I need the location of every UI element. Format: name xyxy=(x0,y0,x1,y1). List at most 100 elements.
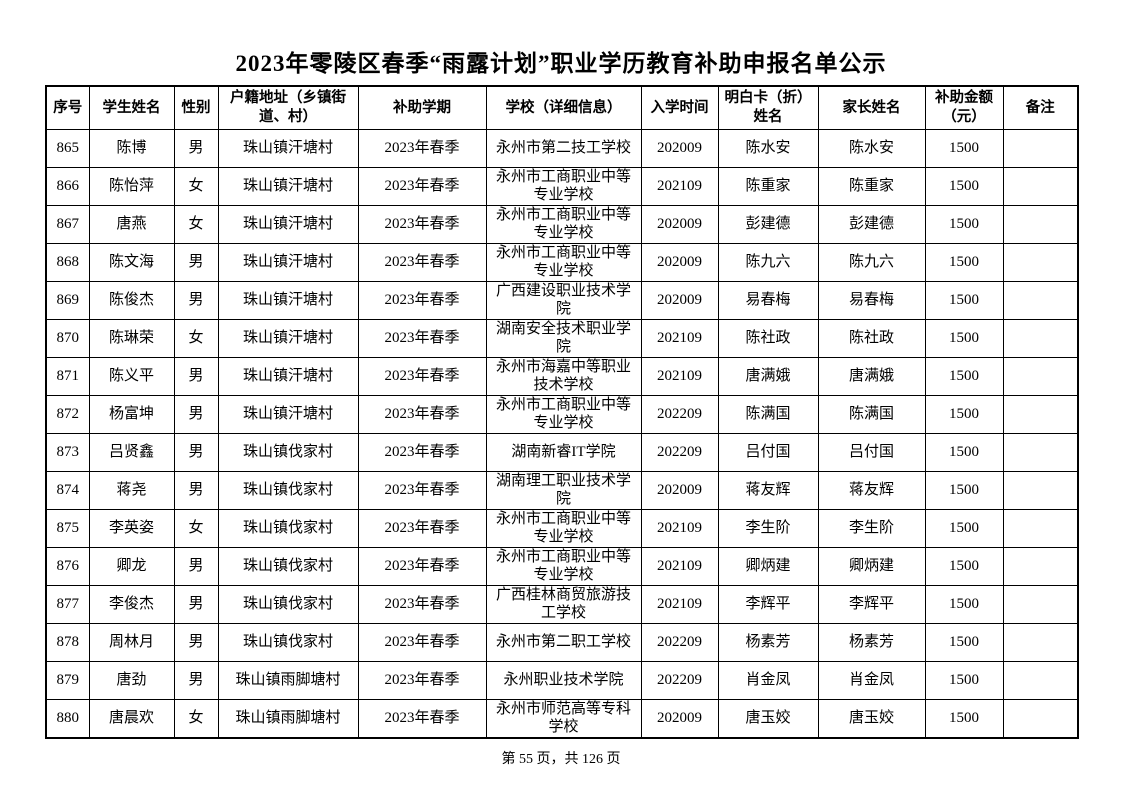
cell-household-address: 珠山镇伐家村 xyxy=(217,433,359,472)
col-remarks: 备注 xyxy=(1002,85,1079,130)
cell-serial: 867 xyxy=(45,205,90,244)
cell-gender: 男 xyxy=(173,243,219,282)
cell-parent-name: 易春梅 xyxy=(817,281,926,320)
cell-remarks xyxy=(1002,129,1079,168)
table-row: 873 吕贤鑫男珠山镇伐家村 2023年春季 湖南新睿IT学院 202209 吕付国 吕付国… xyxy=(45,433,1079,472)
cell-gender: 女 xyxy=(173,167,219,206)
subsidy-roster-table: 序号 学生姓名 性别 户籍地址（乡镇街道、村） 补助学期 学校（详细信息） 入学时间 明白卡（… xyxy=(45,85,1079,739)
cell-household-address: 珠山镇汗塘村 xyxy=(217,395,359,434)
cell-enrollment-time: 202109 xyxy=(640,547,719,586)
table-row: 869 陈俊杰男珠山镇汗塘村 2023年春季 广西建设职业技术学院 202009 易春梅易… xyxy=(45,281,1079,320)
cell-student-name: 陈怡萍 xyxy=(88,167,175,206)
cell-subsidy-amount: 1500 xyxy=(924,471,1004,510)
col-school: 学校（详细信息） xyxy=(485,85,642,130)
cell-subsidy-term: 2023年春季 xyxy=(357,623,487,662)
cell-school: 永州市工商职业中等专业学校 xyxy=(485,509,642,548)
cell-gender: 男 xyxy=(173,433,219,472)
cell-serial: 877 xyxy=(45,585,90,624)
cell-enrollment-time: 202209 xyxy=(640,661,719,700)
cell-gender: 男 xyxy=(173,661,219,700)
cell-subsidy-term: 2023年春季 xyxy=(357,395,487,434)
cell-household-address: 珠山镇汗塘村 xyxy=(217,167,359,206)
cell-school: 永州市第二职工学校 xyxy=(485,623,642,662)
cell-remarks xyxy=(1002,281,1079,320)
cell-parent-name: 陈重家 xyxy=(817,167,926,206)
col-household-address: 户籍地址（乡镇街道、村） xyxy=(217,85,359,130)
cell-card-holder-name: 肖金凤 xyxy=(717,661,819,700)
table-row: 871 陈义平男珠山镇汗塘村 2023年春季 永州市海嘉中等职业技术学校 202109 唐… xyxy=(45,357,1079,396)
cell-subsidy-amount: 1500 xyxy=(924,661,1004,700)
table-row: 866 陈怡萍女珠山镇汗塘村 2023年春季 永州市工商职业中等专业学校 202109 陈… xyxy=(45,167,1079,206)
col-subsidy-term: 补助学期 xyxy=(357,85,487,130)
cell-student-name: 吕贤鑫 xyxy=(88,433,175,472)
cell-gender: 女 xyxy=(173,319,219,358)
cell-subsidy-term: 2023年春季 xyxy=(357,585,487,624)
cell-remarks xyxy=(1002,661,1079,700)
cell-subsidy-term: 2023年春季 xyxy=(357,129,487,168)
cell-enrollment-time: 202009 xyxy=(640,699,719,739)
cell-remarks xyxy=(1002,585,1079,624)
cell-card-holder-name: 陈水安 xyxy=(717,129,819,168)
cell-gender: 男 xyxy=(173,357,219,396)
cell-parent-name: 唐玉姣 xyxy=(817,699,926,739)
cell-household-address: 珠山镇雨脚塘村 xyxy=(217,661,359,700)
cell-subsidy-term: 2023年春季 xyxy=(357,699,487,739)
cell-student-name: 陈博 xyxy=(88,129,175,168)
cell-serial: 873 xyxy=(45,433,90,472)
table-row: 877 李俊杰男珠山镇伐家村 2023年春季 广西桂林商贸旅游技工学校 202109 李辉… xyxy=(45,585,1079,624)
cell-school: 永州市师范高等专科学校 xyxy=(485,699,642,739)
cell-card-holder-name: 陈重家 xyxy=(717,167,819,206)
col-parent-name: 家长姓名 xyxy=(817,85,926,130)
cell-parent-name: 李辉平 xyxy=(817,585,926,624)
cell-school: 广西建设职业技术学院 xyxy=(485,281,642,320)
table-row: 878 周林月男珠山镇伐家村 2023年春季 永州市第二职工学校 202209 杨素芳 杨素… xyxy=(45,623,1079,662)
cell-parent-name: 陈满国 xyxy=(817,395,926,434)
cell-subsidy-amount: 1500 xyxy=(924,623,1004,662)
cell-subsidy-term: 2023年春季 xyxy=(357,205,487,244)
page-number: 第 55 页，共 126 页 xyxy=(501,752,621,767)
cell-household-address: 珠山镇汗塘村 xyxy=(217,129,359,168)
cell-subsidy-amount: 1500 xyxy=(924,585,1004,624)
cell-remarks xyxy=(1002,167,1079,206)
cell-card-holder-name: 李生阶 xyxy=(717,509,819,548)
cell-gender: 男 xyxy=(173,547,219,586)
cell-serial: 868 xyxy=(45,243,90,282)
cell-parent-name: 吕付国 xyxy=(817,433,926,472)
cell-remarks xyxy=(1002,433,1079,472)
cell-enrollment-time: 202209 xyxy=(640,623,719,662)
cell-subsidy-amount: 1500 xyxy=(924,129,1004,168)
cell-serial: 869 xyxy=(45,281,90,320)
cell-remarks xyxy=(1002,357,1079,396)
cell-school: 永州市工商职业中等专业学校 xyxy=(485,547,642,586)
col-serial: 序号 xyxy=(45,85,90,130)
cell-household-address: 珠山镇雨脚塘村 xyxy=(217,699,359,739)
cell-subsidy-amount: 1500 xyxy=(924,699,1004,739)
cell-student-name: 周林月 xyxy=(88,623,175,662)
table-row: 874 蒋尧男珠山镇伐家村 2023年春季 湖南理工职业技术学院 202009 蒋友辉 蒋友… xyxy=(45,471,1079,510)
cell-school: 永州市工商职业中等专业学校 xyxy=(485,395,642,434)
cell-school: 永州市工商职业中等专业学校 xyxy=(485,243,642,282)
cell-serial: 875 xyxy=(45,509,90,548)
cell-enrollment-time: 202009 xyxy=(640,243,719,282)
cell-household-address: 珠山镇伐家村 xyxy=(217,623,359,662)
cell-school: 永州市海嘉中等职业技术学校 xyxy=(485,357,642,396)
cell-remarks xyxy=(1002,205,1079,244)
cell-student-name: 杨富坤 xyxy=(88,395,175,434)
cell-student-name: 卿龙 xyxy=(88,547,175,586)
cell-card-holder-name: 唐玉姣 xyxy=(717,699,819,739)
cell-gender: 女 xyxy=(173,205,219,244)
cell-school: 湖南理工职业技术学院 xyxy=(485,471,642,510)
cell-serial: 871 xyxy=(45,357,90,396)
cell-remarks xyxy=(1002,699,1079,739)
cell-subsidy-amount: 1500 xyxy=(924,509,1004,548)
cell-card-holder-name: 陈社政 xyxy=(717,319,819,358)
cell-subsidy-term: 2023年春季 xyxy=(357,281,487,320)
cell-card-holder-name: 蒋友辉 xyxy=(717,471,819,510)
cell-student-name: 陈文海 xyxy=(88,243,175,282)
table-row: 865 陈博男珠山镇汗塘村 2023年春季 永州市第二技工学校 202009 陈水安 陈水安… xyxy=(45,129,1079,168)
cell-subsidy-term: 2023年春季 xyxy=(357,357,487,396)
cell-enrollment-time: 202109 xyxy=(640,509,719,548)
cell-serial: 876 xyxy=(45,547,90,586)
cell-enrollment-time: 202109 xyxy=(640,585,719,624)
